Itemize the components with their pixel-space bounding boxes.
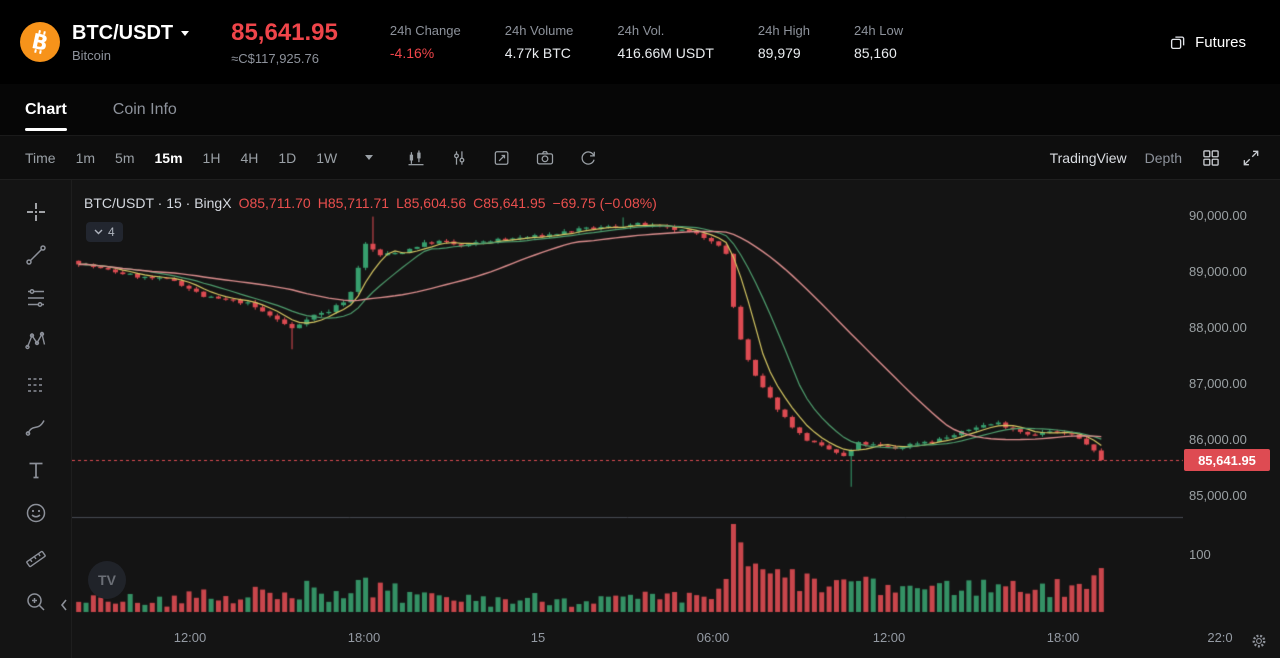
price-tick: 90,000.00 [1189,208,1247,223]
timeframe-time[interactable]: Time [25,149,56,166]
time-tick: 12:00 [872,630,906,645]
indicator-settings-icon[interactable] [448,147,470,169]
chart-area: BTC/USDT · 15 · BingX O85,711.70 H85,711… [72,180,1233,658]
chart-toolbar: Time 1m 5m 15m 1H 4H 1D 1W [0,136,1280,180]
zoom-in-icon[interactable] [21,587,51,617]
time-tick: 15 [530,630,546,645]
last-price: 85,641.95 [231,18,338,46]
fib-retracement-icon[interactable] [21,283,51,313]
settings-gear-icon[interactable] [1250,632,1268,650]
symbol-title: BTC/USDT [72,21,174,44]
price-tick: 88,000.00 [1189,320,1247,335]
brush-icon[interactable] [21,412,51,442]
price-tick: 89,000.00 [1189,264,1247,279]
stat-24h-volume-btc: 24h Volume 4.77k BTC [504,23,574,61]
chevron-down-icon [94,229,103,235]
price-tick: 85,000.00 [1189,488,1247,503]
camera-icon[interactable] [534,147,556,169]
time-tick: 18:00 [1046,630,1080,645]
legend-change: −69.75 (−0.08%) [552,195,657,211]
tradingview-toggle[interactable]: TradingView [1049,149,1127,166]
current-price-tag: 85,641.95 [1184,449,1270,471]
time-axis[interactable]: 12:00 18:00 15 06:00 12:00 18:00 22:0 [72,620,1233,658]
fullscreen-icon[interactable] [1240,147,1262,169]
symbol-name: Bitcoin [72,47,112,63]
timeframe-1d[interactable]: 1D [278,149,297,166]
futures-link[interactable]: Futures [1169,33,1246,51]
legend-open: O85,711.70 [238,195,311,211]
timeframe-1h[interactable]: 1H [202,149,221,166]
toolbar-right: TradingView Depth [1050,147,1262,169]
price-tick: 87,000.00 [1189,376,1247,391]
symbol-selector[interactable]: B BTC/USDT Bitcoin [20,21,190,63]
volume-axis-label: 100 [1189,547,1211,562]
symbol-caret-icon [181,30,190,36]
chart-region: BTC/USDT · 15 · BingX O85,711.70 H85,711… [0,180,1280,658]
collapse-toolbar-icon[interactable] [59,598,69,612]
measure-icon[interactable] [21,544,51,574]
legend-title: BTC/USDT · 15 · BingX [84,195,232,211]
price-block: 85,641.95 ≈C$117,925.76 [231,19,338,66]
crosshair-icon[interactable] [21,197,51,227]
header: B BTC/USDT Bitcoin 85,641.95 ≈C$117,9 [0,0,1280,84]
stat-24h-change: 24h Change -4.16% [389,23,461,61]
indicators-collapse-badge[interactable]: 4 [86,222,123,242]
indicators-icon[interactable] [405,147,427,169]
view-tabs: Chart Coin Info [0,84,1280,136]
bars-pattern-icon[interactable] [21,369,51,399]
save-chart-icon[interactable] [491,147,513,169]
legend-close: C85,641.95 [473,195,546,211]
refresh-icon[interactable] [577,147,599,169]
legend-low: L85,604.56 [396,195,467,211]
time-tick: 12:00 [173,630,207,645]
futures-icon [1169,33,1187,51]
trend-line-icon[interactable] [21,240,51,270]
legend-high: H85,711.71 [317,195,390,211]
fiat-price: ≈C$117,925.76 [231,50,319,66]
emoji-icon[interactable] [21,498,51,528]
timeframe-1m[interactable]: 1m [75,149,96,166]
xabcd-pattern-icon[interactable] [21,326,51,356]
grid-layout-icon[interactable] [1200,147,1222,169]
drawing-toolbar [0,180,72,658]
svg-text:B: B [30,29,51,56]
stat-24h-high: 24h High 89,979 [757,23,810,61]
timeframe-1w[interactable]: 1W [316,149,338,166]
bitcoin-logo: B [20,22,60,62]
timeframe-15m[interactable]: 15m [154,149,183,166]
stat-24h-volume-usdt: 24h Vol. 416.66M USDT [617,23,714,61]
timeframe-5m[interactable]: 5m [115,149,135,166]
timeframe-4h[interactable]: 4H [240,149,259,166]
chart-legend: BTC/USDT · 15 · BingX O85,711.70 H85,711… [84,195,657,211]
price-axis[interactable]: 90,000.00 89,000.00 88,000.00 87,000.00 … [1183,180,1280,658]
time-tick: 06:00 [696,630,730,645]
stat-24h-low: 24h Low 85,160 [853,23,904,61]
chart-tool-icons [405,147,599,169]
timeframe-more-caret-icon[interactable] [365,155,374,160]
text-icon[interactable] [21,455,51,485]
tab-coin-info[interactable]: Coin Info [112,100,177,118]
time-tick: 22:0 [1207,630,1233,645]
depth-toggle[interactable]: Depth [1144,149,1182,166]
time-tick: 18:00 [347,630,381,645]
chart-canvas[interactable] [72,180,1183,620]
tradingview-watermark: TV [88,561,126,599]
tab-chart[interactable]: Chart [25,84,67,135]
market-stats: 24h Change -4.16% 24h Volume 4.77k BTC 2… [390,23,903,61]
price-tick: 86,000.00 [1189,432,1247,447]
